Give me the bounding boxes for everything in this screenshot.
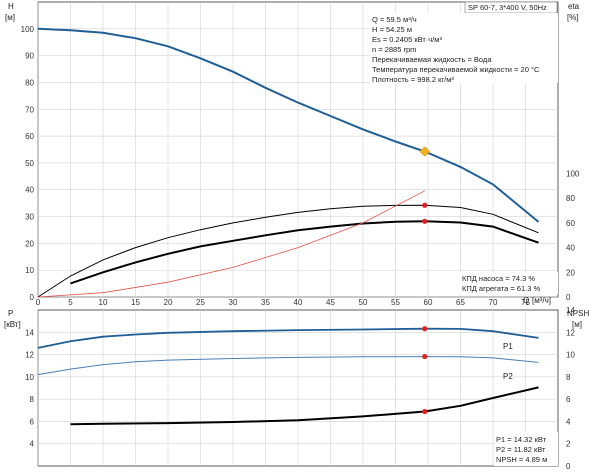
x-tick-label: 70 — [489, 298, 498, 307]
info-line-es: Es = 0.2405 кВт·ч/м³ — [372, 35, 442, 44]
x-tick-label: 65 — [456, 298, 465, 307]
p-tick-label: 10 — [25, 373, 34, 382]
info-box — [370, 13, 558, 83]
p-tick-label: 12 — [25, 351, 34, 360]
x-tick-label: 40 — [294, 298, 303, 307]
x-tick-label: 5 — [68, 298, 73, 307]
npsh-tick-label: 0 — [566, 462, 571, 471]
x-tick-label: 55 — [391, 298, 400, 307]
operating-point-head — [419, 146, 431, 157]
x-tick-label: 0 — [36, 298, 41, 307]
h-tick-label: 20 — [25, 239, 34, 248]
npsh-tick-label: 14 — [566, 306, 575, 315]
lower-y-axis-unit: [кВт] — [4, 320, 21, 329]
eta-unit-curve — [70, 220, 539, 285]
series-label-p2: P2 — [503, 372, 513, 381]
x-axis-unit: [м³/ч] — [532, 296, 551, 305]
eta-tick-label: 60 — [566, 219, 575, 228]
p1-curve — [37, 327, 539, 349]
npsh-curve — [70, 386, 539, 426]
info-line-q: Q = 59.5 м³/ч — [372, 15, 417, 24]
operating-point-p2 — [422, 353, 428, 360]
x-tick-label: 35 — [261, 298, 270, 307]
efficiency-box — [460, 272, 558, 294]
eta-tick-label: 20 — [566, 268, 575, 277]
x-tick-label: 60 — [424, 298, 433, 307]
p-tick-label: 6 — [30, 417, 35, 426]
x-tick-label: 25 — [196, 298, 205, 307]
h-tick-label: 0 — [30, 293, 35, 302]
npsh-tick-label: 8 — [566, 373, 571, 382]
lower-grid — [37, 309, 559, 467]
lower-right-axis-unit: [м] — [572, 320, 582, 329]
operating-point-npsh — [422, 408, 428, 415]
h-tick-label: 50 — [25, 159, 34, 168]
operating-points — [419, 146, 431, 415]
series-lines — [37, 27, 540, 426]
info-line-temperature: Температура перекачиваемой жидкости = 20… — [372, 65, 540, 74]
h-tick-label: 70 — [25, 105, 34, 114]
npsh-tick-label: 6 — [566, 395, 571, 404]
eta-pump-curve — [37, 204, 539, 298]
h-tick-label: 40 — [25, 186, 34, 195]
x-tick-label: 75 — [521, 298, 530, 307]
npsh-tick-label: 10 — [566, 351, 575, 360]
chart-title: SP 60-7, 3*400 V, 50Hz — [468, 3, 547, 12]
p-tick-label: 8 — [30, 395, 35, 404]
x-tick-label: 30 — [229, 298, 238, 307]
lower-y-axis-label: P — [8, 309, 13, 318]
eta-tick-label: 80 — [566, 194, 575, 203]
tick-labels: 0 5 10 15 20 25 30 35 40 45 50 55 60 65 70 750102030405… — [21, 25, 580, 471]
power-readout-box — [494, 432, 558, 466]
p1-readout: P1 = 14.32 кВт — [496, 435, 547, 444]
h-tick-label: 60 — [25, 132, 34, 141]
info-line-n: n = 2885 rpm — [372, 45, 416, 54]
h-tick-label: 30 — [25, 213, 34, 222]
head-curve — [37, 27, 540, 223]
operating-point-eta-unit — [422, 218, 428, 224]
info-line-h: H = 54.25 м — [372, 25, 412, 34]
info-line-liquid: Перекачиваемая жидкость = Вода — [372, 55, 492, 64]
eta-unit-readout: КПД агрегата = 61.3 % — [462, 284, 540, 293]
upper-y-axis-label: H — [8, 2, 14, 11]
h-tick-label: 100 — [21, 25, 35, 34]
p2-curve — [37, 356, 539, 376]
operating-point-p1 — [422, 326, 428, 332]
x-tick-label: 50 — [359, 298, 368, 307]
p-tick-label: 14 — [25, 328, 34, 337]
eta-pump-readout: КПД насоса = 74.3 % — [462, 274, 535, 283]
p-tick-label: 4 — [30, 440, 35, 449]
upper-y-axis-unit: [м] — [5, 13, 15, 22]
upper-right-axis-unit: [%] — [567, 13, 579, 22]
series-label-p1: P1 — [503, 342, 513, 351]
h-tick-label: 10 — [25, 266, 34, 275]
eta-tick-label: 0 — [566, 293, 571, 302]
npsh-tick-label: 2 — [566, 440, 571, 449]
x-tick-label: 15 — [131, 298, 140, 307]
npsh-readout: NPSH = 4.89 м — [496, 455, 547, 464]
x-tick-label: 10 — [99, 298, 108, 307]
info-line-density: Плотность = 998.2 кг/м³ — [372, 75, 454, 84]
eta-tick-label: 40 — [566, 244, 575, 253]
upper-right-axis-label: eta — [568, 2, 580, 11]
h-tick-label: 80 — [25, 78, 34, 87]
x-axis-label: Q — [523, 296, 529, 305]
eta-tick-label: 100 — [566, 170, 580, 179]
x-tick-label: 20 — [164, 298, 173, 307]
system-curve — [37, 190, 425, 298]
lower-right-axis-label: NPSH — [567, 309, 589, 318]
x-tick-label: 45 — [326, 298, 335, 307]
h-tick-label: 90 — [25, 52, 34, 61]
npsh-tick-label: 4 — [566, 417, 571, 426]
p2-readout: P2 = 11.82 кВт — [496, 445, 546, 454]
operating-point-eta-pump — [422, 202, 428, 208]
npsh-tick-label: 12 — [566, 328, 575, 337]
